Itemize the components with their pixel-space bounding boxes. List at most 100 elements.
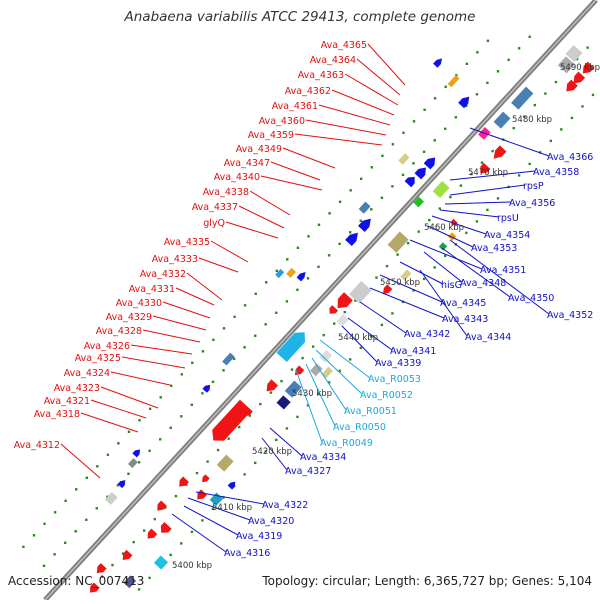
gene-feature xyxy=(286,267,297,278)
gene-arrow xyxy=(197,489,207,500)
leader-line xyxy=(449,184,526,196)
gene-label-right: Ava_4353 xyxy=(471,243,517,254)
gene-feature xyxy=(319,350,333,363)
leader-line xyxy=(379,274,443,303)
tick-dot xyxy=(75,488,78,491)
gene-label-left: Ava_4333 xyxy=(152,254,198,265)
leader-line xyxy=(171,513,227,553)
leader-line xyxy=(311,357,347,411)
gene-block xyxy=(286,267,297,278)
gene-feature xyxy=(212,399,252,441)
leader-line xyxy=(367,43,406,86)
tick-dot xyxy=(106,453,110,456)
gene-label-right: Ava_4322 xyxy=(262,500,308,511)
tick-dot xyxy=(480,161,484,164)
gene-feature xyxy=(276,395,291,410)
tick-dot xyxy=(201,392,204,395)
leader-line xyxy=(469,127,550,157)
tick-dot xyxy=(554,80,558,84)
gene-feature xyxy=(160,522,172,533)
leader-line xyxy=(162,301,211,319)
leader-line xyxy=(347,317,393,351)
tick-dots xyxy=(22,35,595,591)
gene-feature xyxy=(573,71,586,84)
gene-arrow xyxy=(404,176,415,188)
leader-line xyxy=(449,239,550,315)
tick-dot xyxy=(476,51,479,54)
tick-dot xyxy=(581,105,584,108)
tick-dot xyxy=(138,419,141,422)
leader-line xyxy=(319,339,371,379)
leader-line xyxy=(261,437,288,471)
gene-label-right: Ava_4356 xyxy=(509,198,555,209)
gene-arrow xyxy=(566,79,578,92)
gene-label-right: hisG xyxy=(441,280,462,291)
gene-feature xyxy=(511,86,534,110)
leader-line xyxy=(225,221,279,239)
gene-label-right: Ava_R0049 xyxy=(320,438,373,449)
tick-dot xyxy=(422,150,426,153)
tick-dot xyxy=(591,93,595,97)
gene-label-left: Ava_4335 xyxy=(164,237,210,248)
gene-label-left: Ava_4321 xyxy=(44,396,90,407)
gene-block xyxy=(358,201,371,214)
tick-dot xyxy=(280,379,283,383)
leader-line xyxy=(186,272,223,301)
gene-label-right: Ava_4342 xyxy=(404,329,450,340)
tick-dot xyxy=(354,299,357,302)
tick-dot xyxy=(311,345,315,348)
gene-label-right: Ava_4352 xyxy=(547,310,593,321)
leader-line xyxy=(282,147,336,169)
tick-dot xyxy=(375,276,378,279)
tick-dot xyxy=(381,154,384,157)
leader-line xyxy=(344,73,399,106)
tick-dot xyxy=(153,517,156,521)
gene-arrow xyxy=(433,58,443,68)
leader-line xyxy=(295,369,323,443)
leader-line xyxy=(142,329,201,343)
gene-arrow xyxy=(480,162,491,174)
gene-feature xyxy=(493,145,507,159)
tick-dot xyxy=(180,415,183,418)
tick-dot xyxy=(117,442,120,445)
scale-labels: 5400 kbp 5410 kbp 5420 kbp 5430 kbp 5440 kbp… xyxy=(172,63,600,571)
scale-label: 5470 kbp xyxy=(468,168,508,178)
tick-dot xyxy=(296,288,299,291)
gene-feature xyxy=(413,196,424,208)
gene-label-right: rpsU xyxy=(497,213,519,224)
tick-dot xyxy=(254,461,257,465)
gene-arrow xyxy=(296,272,306,282)
gene-feature xyxy=(296,272,306,282)
leader-line xyxy=(409,239,483,270)
gene-feature xyxy=(321,366,333,379)
gene-feature xyxy=(438,242,448,251)
tick-dot xyxy=(486,81,489,84)
tick-dot xyxy=(22,545,25,548)
gene-block xyxy=(127,458,138,469)
tick-dot xyxy=(465,231,468,235)
gene-label-right: Ava_4339 xyxy=(375,358,421,369)
leader-line xyxy=(356,58,401,96)
gene-feature xyxy=(493,111,511,129)
tick-dot xyxy=(74,530,77,533)
gene-feature xyxy=(398,153,410,165)
tick-dot xyxy=(148,576,151,580)
gene-arrow xyxy=(132,449,141,458)
gene-label-right: Ava_4366 xyxy=(547,152,593,163)
gene-feature xyxy=(123,575,137,589)
tick-dot xyxy=(275,311,278,314)
scale-label: 5460 kbp xyxy=(424,223,464,233)
tick-dot xyxy=(42,564,46,567)
tick-dot xyxy=(465,62,468,65)
label-leader-lines xyxy=(60,43,550,553)
gene-label-right: rpsP xyxy=(523,181,544,192)
tick-dot xyxy=(269,391,273,394)
scale-label: 5420 kbp xyxy=(252,447,292,457)
tick-dot xyxy=(575,57,579,61)
tick-dot xyxy=(417,230,420,233)
gene-feature xyxy=(447,75,460,88)
tick-dot xyxy=(327,254,331,257)
gene-block xyxy=(309,363,323,377)
